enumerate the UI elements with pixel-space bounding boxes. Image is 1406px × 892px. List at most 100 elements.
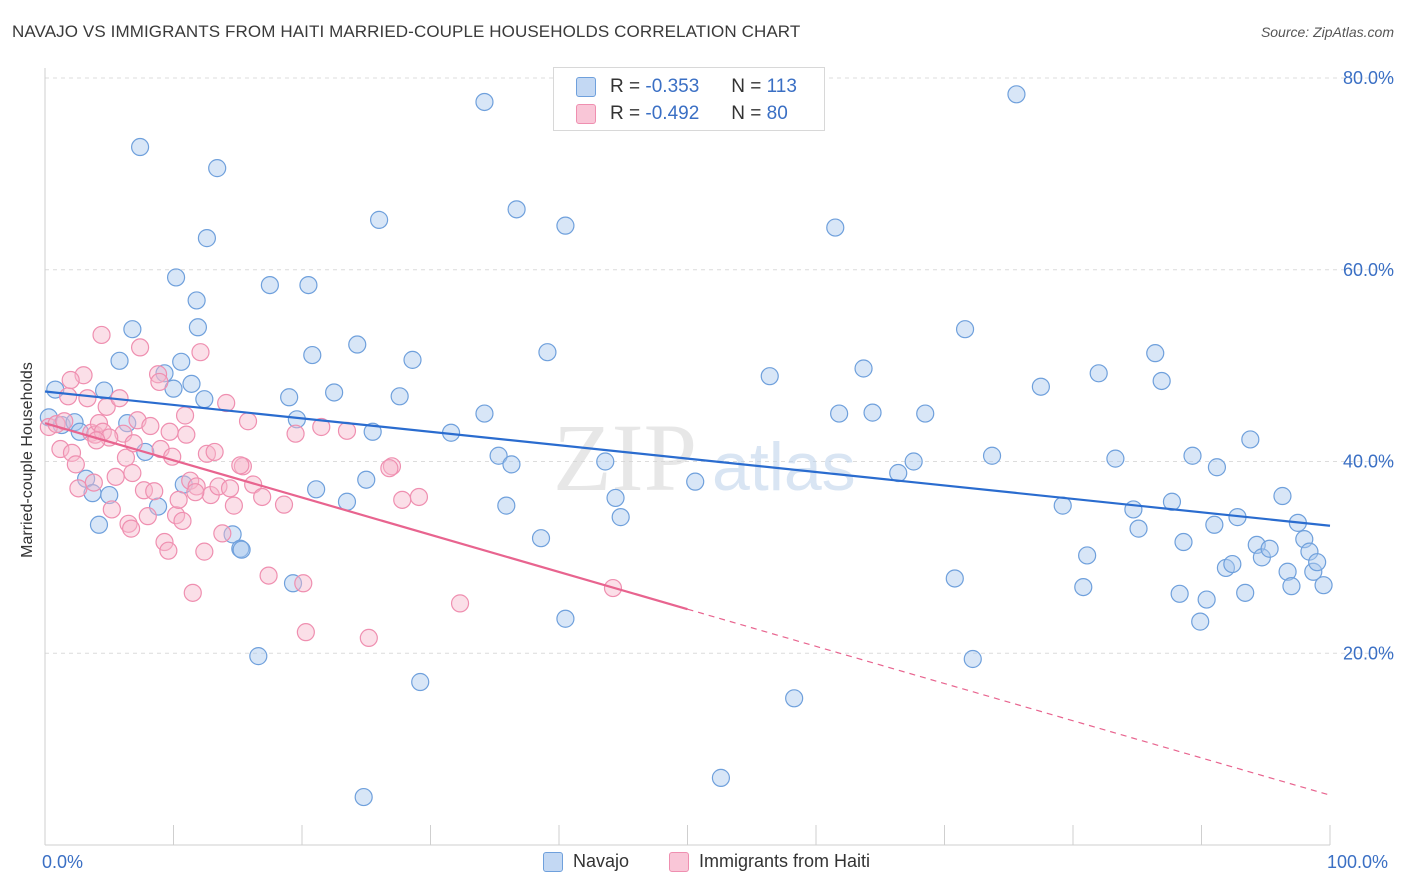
navajo-point xyxy=(854,359,873,378)
haiti-point xyxy=(138,507,157,526)
navajo-point xyxy=(826,218,845,237)
navajo-point xyxy=(195,390,214,409)
navajo-point xyxy=(606,488,625,508)
navajo-point xyxy=(249,647,268,666)
haiti-point xyxy=(175,406,195,425)
navajo-r-label: R = xyxy=(610,76,641,97)
haiti-point xyxy=(145,482,164,501)
navajo-point xyxy=(475,92,494,112)
haiti-point xyxy=(123,463,142,483)
navajo-point xyxy=(357,470,376,489)
y-tick-label: 40.0% xyxy=(1343,452,1394,472)
navajo-point xyxy=(489,446,508,465)
navajo-point xyxy=(110,351,129,370)
navajo-point xyxy=(1007,85,1026,104)
navajo-point xyxy=(1089,364,1108,383)
navajo-point xyxy=(1053,496,1072,515)
navajo-point xyxy=(963,649,982,669)
navajo-point xyxy=(916,404,935,423)
haiti-point xyxy=(238,412,258,431)
navajo-point xyxy=(497,496,516,515)
haiti-point xyxy=(186,483,205,502)
haiti-n-value: 80 xyxy=(766,103,788,124)
legend-item-navajo[interactable]: Navajo xyxy=(543,851,629,872)
trend-line-solid xyxy=(44,422,688,611)
navajo-point xyxy=(686,472,705,491)
correlation-legend: R = -0.353 N = 113 R = -0.492 N = 80 xyxy=(553,67,825,131)
navajo-point xyxy=(280,388,299,407)
navajo-point xyxy=(955,320,975,339)
navajo-point xyxy=(1106,449,1125,468)
navajo-point xyxy=(166,268,186,287)
navajo-point xyxy=(1241,430,1260,449)
haiti-point xyxy=(312,417,331,437)
navajo-point xyxy=(1314,576,1333,595)
trend-line-solid xyxy=(44,390,1331,527)
legend-item-haiti[interactable]: Immigrants from Haiti xyxy=(669,851,870,872)
haiti-point xyxy=(66,455,85,474)
navajo-point xyxy=(1197,590,1216,609)
haiti-points xyxy=(39,325,623,648)
haiti-legend-swatch xyxy=(669,851,689,872)
haiti-point xyxy=(61,370,80,390)
navajo-point xyxy=(260,275,279,295)
navajo-point xyxy=(1191,612,1210,631)
haiti-point xyxy=(102,500,121,519)
haiti-n-label: N = xyxy=(731,103,762,124)
haiti-point xyxy=(183,583,202,602)
navajo-point xyxy=(188,318,208,337)
navajo-point xyxy=(390,387,409,406)
navajo-point xyxy=(475,404,494,423)
haiti-point xyxy=(106,467,125,486)
navajo-point xyxy=(1031,377,1050,396)
haiti-point xyxy=(205,442,224,462)
haiti-point xyxy=(150,372,169,392)
navajo-point xyxy=(1207,458,1227,477)
haiti-point xyxy=(253,487,272,507)
navajo-n-value: 113 xyxy=(766,76,797,97)
navajo-point xyxy=(283,574,303,593)
y-tick-label: 80.0% xyxy=(1343,68,1394,88)
navajo-n-label: N = xyxy=(731,76,762,97)
haiti-legend-label: Immigrants from Haiti xyxy=(699,851,871,871)
navajo-point xyxy=(370,210,389,229)
navajo-point xyxy=(538,343,557,362)
haiti-point xyxy=(78,389,97,408)
haiti-point xyxy=(121,519,141,538)
navajo-r-value: -0.353 xyxy=(645,76,700,97)
navajo-point xyxy=(130,137,150,157)
haiti-point xyxy=(155,532,174,552)
navajo-point xyxy=(325,383,344,402)
haiti-point xyxy=(359,628,378,648)
navajo-point xyxy=(556,609,575,628)
haiti-point xyxy=(450,594,470,613)
haiti-point xyxy=(92,325,111,345)
navajo-point xyxy=(232,540,251,559)
navajo-point xyxy=(299,275,318,295)
haiti-point xyxy=(191,343,210,362)
navajo-point xyxy=(1074,577,1093,597)
haiti-point xyxy=(274,495,294,514)
navajo-point xyxy=(123,320,142,339)
haiti-point xyxy=(337,421,357,440)
haiti-point xyxy=(173,511,192,531)
navajo-point xyxy=(830,404,849,423)
watermark-atlas: atlas xyxy=(712,429,856,505)
navajo-point xyxy=(303,345,322,365)
haiti-point xyxy=(382,457,402,476)
haiti-point xyxy=(393,490,412,509)
navajo-point xyxy=(945,569,964,588)
navajo-point xyxy=(363,422,382,441)
navajo-point xyxy=(1304,562,1323,581)
haiti-point xyxy=(69,479,88,498)
source-credit: Source: ZipAtlas.com xyxy=(1260,24,1394,40)
navajo-point xyxy=(182,374,201,393)
navajo-point xyxy=(197,229,217,248)
haiti-point xyxy=(62,443,82,462)
haiti-point xyxy=(259,566,278,585)
trend-line-dashed xyxy=(687,608,1331,796)
navajo-point xyxy=(863,403,882,422)
haiti-point xyxy=(294,574,313,593)
navajo-point xyxy=(118,414,137,433)
